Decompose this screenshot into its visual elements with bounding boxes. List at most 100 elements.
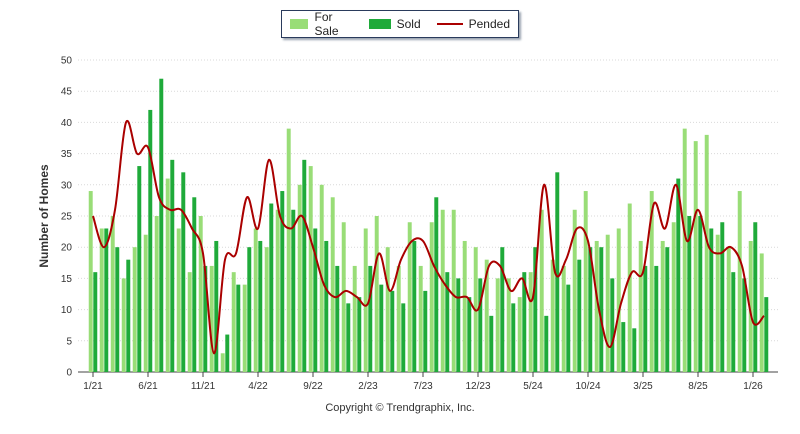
y-tick-label: 30 [61,180,73,191]
y-tick-label: 40 [61,118,73,129]
for-sale-bar [638,240,643,372]
sold-bar [401,303,406,372]
y-tick-label: 0 [66,368,72,379]
for-sale-bar [231,272,236,372]
for-sale-bar [693,141,698,372]
for-sale-bar [484,259,489,372]
for-sale-bar [528,272,533,372]
sold-bar [467,297,472,372]
for-sale-bar [286,128,291,372]
sold-bar [764,297,769,372]
for-sale-bar [176,228,181,372]
for-sale-bar [363,228,368,372]
sold-bar [555,172,560,372]
for-sale-bar [132,247,137,372]
for-sale-bar [429,222,434,372]
x-tick-label: 2/23 [358,381,378,392]
sold-bar [599,247,604,372]
sold-bar [313,228,318,372]
for-sale-bar [264,247,269,372]
sold-bar [456,278,461,372]
for-sale-bar [517,297,522,372]
sold-bar [654,265,659,372]
sold-bar [236,284,241,372]
sold-bar [170,159,175,372]
legend-label-sold: Sold [396,17,421,31]
for-sale-bar [759,253,764,372]
for-sale-bar [715,234,720,372]
for-sale-bar [495,278,500,372]
sold-bar [522,272,527,372]
sold-bar [742,278,747,372]
y-tick-label: 5 [66,336,72,347]
for-sale-bar [187,272,192,372]
for-sale-bar [671,222,676,372]
sold-bar [665,247,670,372]
for-sale-bar [143,234,148,372]
x-tick-label: 1/21 [83,381,103,392]
for-sale-bar [682,128,687,372]
sold-bar [588,247,593,372]
for-sale-bar [154,216,159,372]
sold-bar [159,78,164,372]
sold-bar [324,240,329,372]
for-sale-bar [198,216,203,372]
sold-bar [126,259,131,372]
y-tick-label: 50 [61,56,73,67]
for-sale-bar [407,222,412,372]
sold-bar [434,197,439,372]
sold-bar [225,334,230,372]
sold-bar [511,303,516,372]
for-sale-bar [396,265,401,372]
legend-item-pended[interactable]: Pended [436,17,510,31]
sold-bar [489,315,494,372]
sold-bar [731,272,736,372]
y-tick-label: 25 [61,212,73,223]
for-sale-bar [726,247,731,372]
x-tick-label: 10/24 [575,381,600,392]
for-sale-bar [385,247,390,372]
x-tick-label: 7/23 [413,381,433,392]
for-sale-bar [616,228,621,372]
sold-bar [753,222,758,372]
sold-bar [621,322,626,372]
x-tick-label: 1/26 [743,381,763,392]
sold-bar [412,240,417,372]
sold-bar [104,228,109,372]
for-sale-bar [440,209,445,372]
sold-bar [533,247,538,372]
x-tick-label: 8/25 [688,381,708,392]
legend-item-sold[interactable]: Sold [368,17,421,31]
for-sale-bar [330,197,335,372]
for-sale-bar [121,278,126,372]
sold-bar [500,247,505,372]
y-tick-label: 35 [61,149,73,160]
sold-bar [291,209,296,372]
for-sale-bar [462,240,467,372]
sold-swatch-icon [368,19,391,29]
chart-legend: For Sale Sold Pended [281,10,519,38]
legend-label-pended: Pended [468,17,510,31]
for-sale-bar [209,265,214,372]
legend-item-for-sale[interactable]: For Sale [290,10,353,38]
for-sale-bar [253,228,258,372]
sold-bar [390,290,395,372]
for-sale-bar [649,191,654,372]
copyright-text: Copyright © Trendgraphix, Inc. [325,402,475,414]
sold-bar [214,240,219,372]
sold-bar [192,197,197,372]
y-tick-label: 10 [61,305,73,316]
sold-bar [720,222,725,372]
for-sale-bar [704,134,709,372]
sold-bar [269,203,274,372]
for-sale-bar [583,191,588,372]
sold-bar [709,228,714,372]
for-sale-bar [451,209,456,372]
pended-line [92,119,765,355]
sold-bar [203,265,208,372]
for-sale-bar [297,184,302,372]
sold-bar [610,278,615,372]
for-sale-bar [605,234,610,372]
sold-bar [258,240,263,372]
